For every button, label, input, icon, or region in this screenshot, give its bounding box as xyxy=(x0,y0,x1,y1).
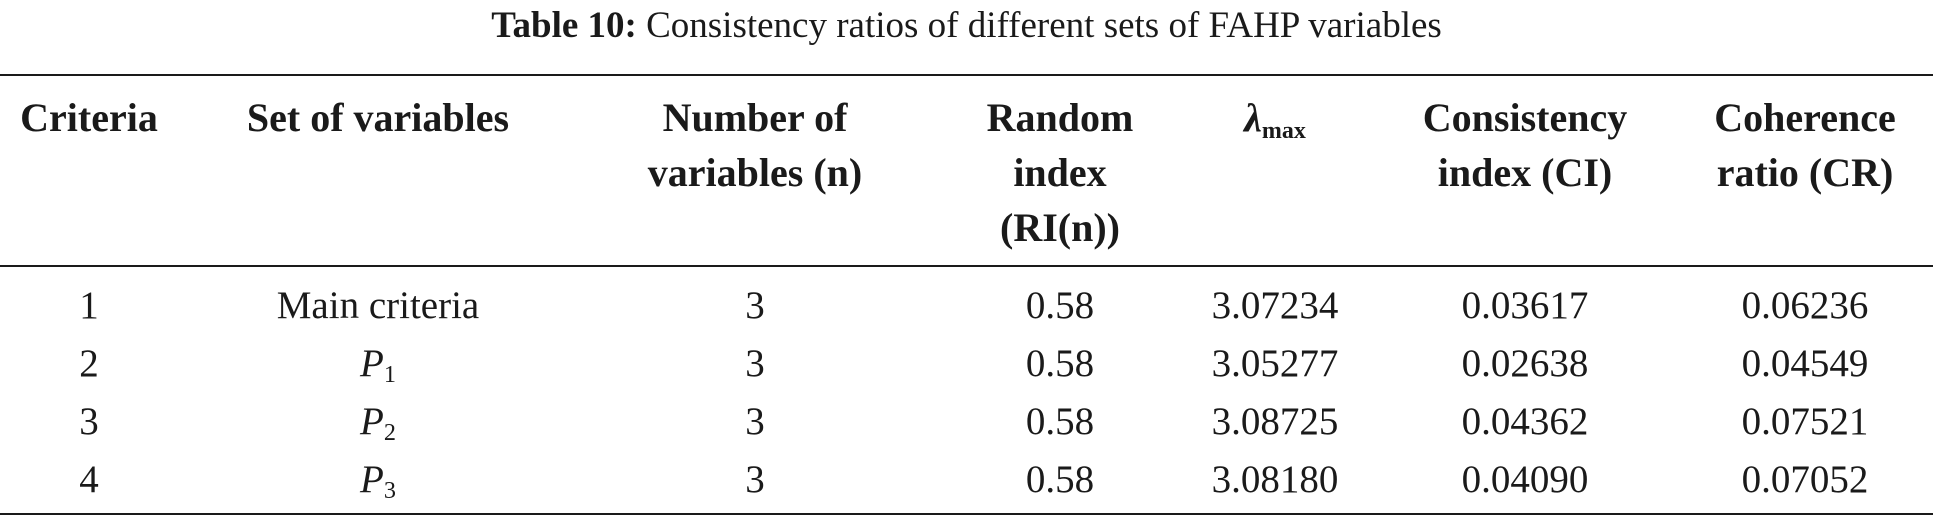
lambda-symbol: λ xyxy=(1244,95,1262,140)
row-2-set: P1 xyxy=(208,336,548,403)
header-lambda-max: λmax xyxy=(1180,90,1370,159)
header-number-line-1: Number of xyxy=(662,95,848,140)
header-ci-line-2: index (CI) xyxy=(1437,150,1613,195)
row-1-ri: 0.58 xyxy=(1025,284,1095,327)
row-4-set-text: P xyxy=(360,458,384,501)
caption-text: Consistency ratios of different sets of … xyxy=(646,5,1442,46)
header-cr-line-1: Coherence xyxy=(1714,95,1896,140)
header-cr-line-2: ratio (CR) xyxy=(1716,150,1894,195)
row-4-set: P3 xyxy=(208,452,548,519)
row-4-ri: 0.58 xyxy=(1025,458,1095,501)
row-2-ci: 0.02638 xyxy=(1461,342,1589,385)
header-consistency-index: Consistency index (CI) xyxy=(1390,90,1660,200)
row-1-set: Main criteria xyxy=(208,278,548,334)
header-criteria-line: Criteria xyxy=(20,95,158,140)
header-criteria: Criteria xyxy=(0,90,178,145)
row-1-set-text: Main criteria xyxy=(276,284,480,327)
table-caption: Table 10: Consistency ratios of differen… xyxy=(0,4,1933,48)
row-4-cr: 0.07052 xyxy=(1741,458,1869,501)
header-random-line-1: Random xyxy=(986,95,1134,140)
header-ci-line-1: Consistency xyxy=(1422,95,1628,140)
header-rule xyxy=(0,265,1933,267)
row-3-ci: 0.04362 xyxy=(1461,400,1589,443)
row-3-set-text: P xyxy=(360,400,384,443)
row-2-cr: 0.04549 xyxy=(1741,342,1869,385)
row-3-set: P2 xyxy=(208,394,548,461)
row-2-set-text: P xyxy=(360,342,384,385)
header-number-line-2: variables (n) xyxy=(647,150,863,195)
row-3-cr: 0.07521 xyxy=(1741,400,1869,443)
row-2-criteria: 2 xyxy=(79,342,99,385)
row-3-n: 3 xyxy=(745,400,765,443)
row-4-criteria: 4 xyxy=(79,458,99,501)
row-1-n: 3 xyxy=(745,284,765,327)
header-set-line: Set of variables xyxy=(246,95,510,140)
row-1-criteria: 1 xyxy=(79,284,99,327)
caption-label: Table 10: xyxy=(491,5,637,46)
row-4-set-sub: 3 xyxy=(383,477,396,505)
top-rule xyxy=(0,74,1933,76)
row-1-cr: 0.06236 xyxy=(1741,284,1869,327)
header-random-line-2: index xyxy=(1013,150,1107,195)
header-coherence-ratio: Coherence ratio (CR) xyxy=(1680,90,1930,200)
row-1-lmax: 3.07234 xyxy=(1211,284,1339,327)
header-set-of-variables: Set of variables xyxy=(208,90,548,145)
row-3-ri: 0.58 xyxy=(1025,400,1095,443)
row-3-criteria: 3 xyxy=(79,400,99,443)
row-4-lmax: 3.08180 xyxy=(1211,458,1339,501)
lambda-subscript: max xyxy=(1261,118,1306,145)
row-1-ci: 0.03617 xyxy=(1461,284,1589,327)
row-4-ci: 0.04090 xyxy=(1461,458,1589,501)
header-random-line-3: (RI(n)) xyxy=(1000,205,1120,250)
row-2-lmax: 3.05277 xyxy=(1211,342,1339,385)
bottom-rule xyxy=(0,513,1933,515)
header-random-index: Random index (RI(n)) xyxy=(950,90,1170,255)
row-4-n: 3 xyxy=(745,458,765,501)
row-2-n: 3 xyxy=(745,342,765,385)
header-number-of-variables: Number of variables (n) xyxy=(610,90,900,200)
row-3-lmax: 3.08725 xyxy=(1211,400,1339,443)
row-2-ri: 0.58 xyxy=(1025,342,1095,385)
row-3-set-sub: 2 xyxy=(383,419,396,447)
row-2-set-sub: 1 xyxy=(383,361,396,389)
